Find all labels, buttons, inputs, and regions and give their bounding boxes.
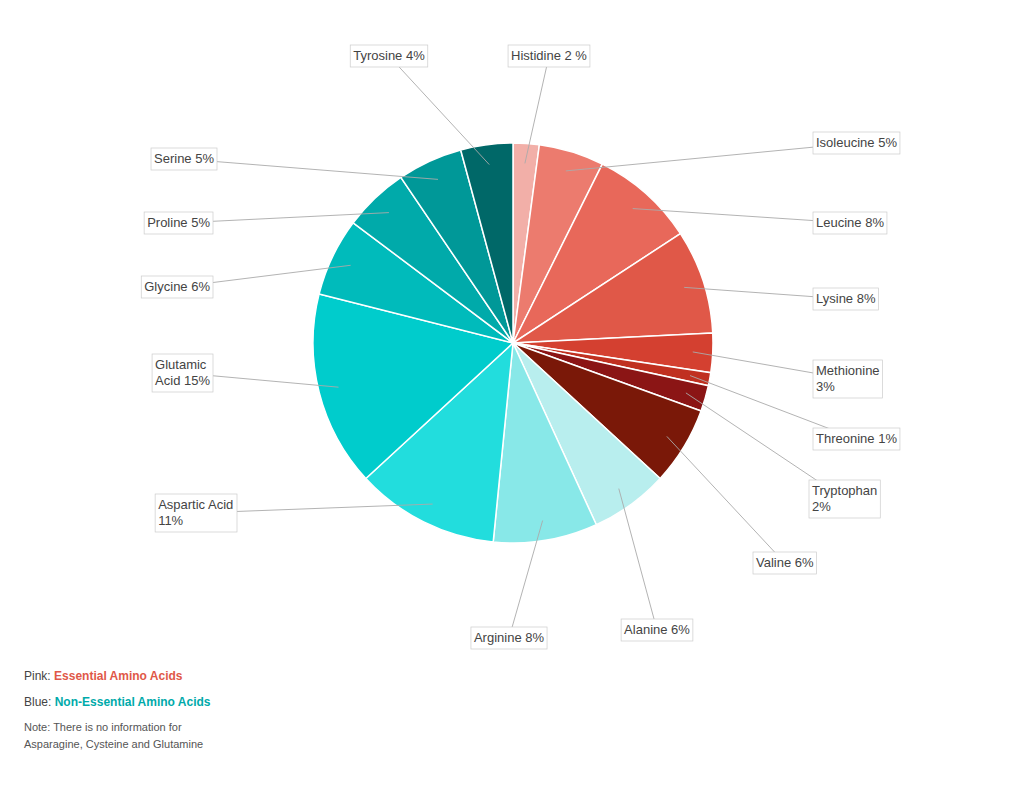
svg-text:Serine 5%: Serine 5% (154, 151, 214, 166)
svg-text:GlutamicAcid 15%: GlutamicAcid 15% (155, 357, 210, 388)
svg-text:Lysine 8%: Lysine 8% (816, 291, 876, 306)
svg-text:Tyrosine 4%: Tyrosine 4% (353, 48, 425, 63)
svg-text:Alanine 6%: Alanine 6% (624, 622, 690, 637)
svg-text:Glycine 6%: Glycine 6% (144, 279, 210, 294)
svg-text:Aspartic Acid11%: Aspartic Acid11% (158, 497, 233, 528)
svg-text:Valine 6%: Valine 6% (756, 555, 814, 570)
svg-text:Histidine 2 %: Histidine 2 % (511, 48, 587, 63)
svg-text:Arginine 8%: Arginine 8% (474, 630, 545, 645)
svg-text:Tryptophan2%: Tryptophan2% (812, 483, 877, 514)
svg-text:Threonine 1%: Threonine 1% (816, 431, 897, 446)
svg-text:Methionine3%: Methionine3% (816, 363, 880, 394)
html-text:Note: There is no information: Note: There is no information for Aspara… (24, 721, 204, 750)
html-text:Blue: Non-Essential Amino Acid: Blue: Non-Essential Amino Acids (24, 695, 211, 709)
html-text:Pink: Essential Amino Acids: Pink: Essential Amino Acids (24, 669, 183, 683)
svg-text:Proline 5%: Proline 5% (147, 215, 210, 230)
svg-text:Isoleucine 5%: Isoleucine 5% (816, 135, 897, 150)
svg-text:Leucine 8%: Leucine 8% (816, 215, 884, 230)
